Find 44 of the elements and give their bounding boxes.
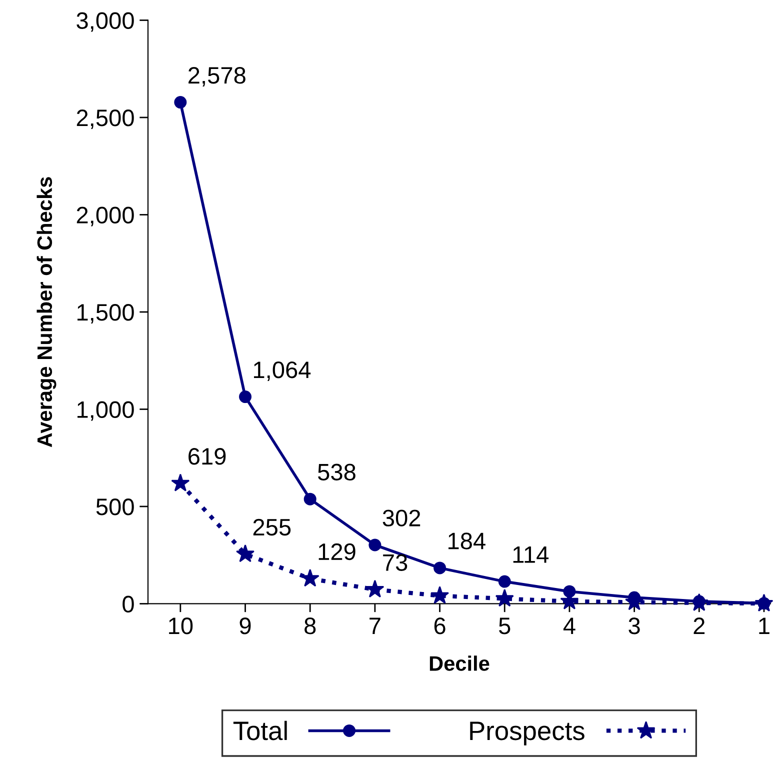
x-tick-label: 2 (694, 618, 705, 634)
y-tick-label: 3,000 (76, 12, 134, 32)
data-label: 619 (188, 448, 226, 465)
x-tick-label: 4 (563, 618, 576, 634)
x-tick-label: 5 (499, 618, 510, 634)
point (434, 562, 446, 574)
y-tick-label: 1,500 (78, 304, 134, 324)
point (171, 474, 190, 492)
y-tick-label: 1,000 (78, 401, 134, 421)
point (368, 538, 382, 552)
legend-label: Prospects (470, 722, 584, 746)
point (174, 96, 187, 109)
data-label: 538 (318, 464, 356, 481)
point (495, 588, 514, 607)
data-label: 114 (513, 546, 549, 563)
data-label: 73 (383, 554, 408, 571)
x-axis-title: Decile (430, 656, 490, 671)
data-label: 255 (253, 518, 291, 536)
point (304, 492, 316, 506)
y-tick-label: 500 (96, 498, 134, 516)
point (366, 580, 384, 598)
point (236, 544, 255, 562)
x-tick-label: 8 (304, 618, 316, 634)
y-tick-label: 0 (122, 596, 134, 613)
data-label: 2,578 (188, 67, 246, 87)
point (430, 586, 450, 604)
y-axis-title: Average Number of Checks (36, 177, 56, 448)
data-label: 129 (318, 543, 356, 560)
x-tick-label: 7 (370, 618, 380, 634)
data-label: 1,064 (254, 362, 311, 382)
x-tick-label: 10 (169, 618, 193, 634)
legend-label: Total (233, 720, 287, 740)
x-tick-label: 9 (240, 618, 251, 634)
y-tick-label: 2,500 (76, 110, 134, 130)
point (239, 390, 252, 404)
x-tick-label: 3 (628, 618, 640, 634)
y-tick-label: 2,000 (76, 206, 134, 226)
point (498, 575, 511, 588)
x-tick-label: 1 (759, 618, 770, 634)
data-label: 184 (448, 532, 486, 550)
x-tick-label: 6 (434, 618, 446, 634)
point (690, 593, 708, 611)
data-label: 302 (382, 510, 420, 526)
point (754, 594, 774, 612)
